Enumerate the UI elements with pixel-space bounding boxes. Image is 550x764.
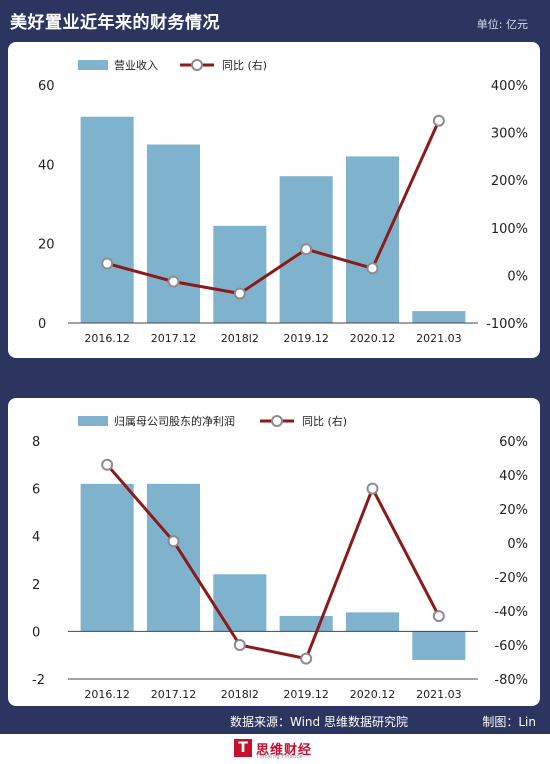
- chart2-right-tick-6: 40%: [499, 469, 528, 484]
- unit-label: 单位: 亿元: [476, 18, 528, 31]
- chart2-right-tick-3: -20%: [494, 571, 528, 586]
- chart2-x-tick-0: 2016.12: [84, 688, 130, 701]
- chart2-bar-0: [80, 483, 134, 632]
- chart2-right-tick-0: -80%: [494, 673, 528, 688]
- chart1-yoy-line: [106, 120, 441, 295]
- revenue-chart-panel: 营业收入 同比 (右) 0 20 40 60 -100% 0% 100% 200% 300% 400%…: [8, 42, 540, 358]
- net-profit-chart: 归属母公司股东的净利润 同比 (右) -2 0 2 4 6 8 -80% -60% -40% -20%…: [32, 414, 528, 701]
- chart1-right-tick-2: 100%: [491, 222, 528, 237]
- logo-sub: Thinking Finance: [256, 754, 303, 760]
- chart2-bar-2: [213, 574, 267, 632]
- chart1-right-tick-0: -100%: [486, 317, 528, 332]
- chart2-yoy-line: [106, 463, 441, 661]
- chart2-yoy-point-4: [366, 482, 379, 495]
- chart1-legend-line-marker: [191, 59, 203, 71]
- chart1-x-tick-0: 2016.12: [84, 332, 130, 345]
- chart2-yoy-point-5: [432, 610, 445, 623]
- page-title: 美好置业近年来的财务情况: [10, 13, 220, 33]
- chart1-right-tick-3: 200%: [491, 174, 528, 189]
- chart1-right-tick-1: 0%: [507, 269, 528, 284]
- chart2-bar-5: [412, 631, 466, 660]
- chart2-bar-4: [345, 612, 400, 632]
- chart1-x-tick-3: 2019.12: [283, 332, 329, 345]
- chart2-left-tick-1: 0: [32, 625, 40, 640]
- chart1-legend-line-label: 同比 (右): [222, 58, 267, 72]
- chart2-yoy-point-3: [300, 652, 313, 665]
- chart1-yoy-point-5: [432, 114, 445, 127]
- logo-name: 思维财经: [256, 743, 313, 758]
- chart2-x-tick-5: 2021.03: [416, 688, 462, 701]
- chart2-legend-line-label: 同比 (右): [302, 414, 347, 428]
- chart2-bar-3: [279, 615, 333, 632]
- chart2-yoy-point-2: [233, 639, 246, 651]
- chart2-legend-line-marker: [271, 415, 283, 427]
- logo: T 思维财经 Thinking Finance: [234, 739, 330, 761]
- chart1-legend-bar-label: 营业收入: [114, 58, 158, 72]
- chart1-yoy-point-2: [233, 287, 246, 300]
- chart1-yoy-point-1: [167, 275, 180, 288]
- chart1-x-tick-5: 2021.03: [416, 332, 462, 345]
- chart2-right-tick-7: 60%: [499, 435, 528, 450]
- chart2-right-tick-2: -40%: [494, 605, 528, 620]
- chart2-x-tick-4: 2020.12: [350, 688, 396, 701]
- chart2-left-tick-2: 2: [32, 578, 40, 593]
- chart1-right-tick-4: 300%: [491, 127, 528, 142]
- chart1-bar-4: [345, 156, 400, 323]
- chart1-yoy-point-0: [101, 257, 114, 270]
- data-source: 数据来源：Wind 思维数据研究院: [230, 715, 408, 729]
- chart1-bar-5: [412, 311, 466, 323]
- chart2-left-tick-3: 4: [32, 530, 40, 545]
- chart2-legend-bar-swatch: [78, 416, 108, 426]
- chart1-bar-1: [146, 144, 201, 323]
- header: 美好置业近年来的财务情况 单位: 亿元: [0, 0, 550, 42]
- chart2-right-tick-5: 20%: [499, 503, 528, 518]
- chart1-left-tick-0: 0: [38, 317, 46, 332]
- chart-author: 制图：Lin: [482, 715, 536, 729]
- chart1-left-tick-2: 40: [38, 158, 55, 173]
- chart2-bar-1: [146, 483, 201, 632]
- net-profit-chart-panel: 归属母公司股东的净利润 同比 (右) -2 0 2 4 6 8 -80% -60% -40% -20%…: [8, 398, 540, 706]
- bottom-bar: [0, 734, 550, 764]
- chart2-right-tick-4: 0%: [507, 537, 528, 552]
- chart1-right-tick-5: 400%: [491, 79, 528, 94]
- chart2-x-tick-2: 2018l2: [221, 688, 259, 701]
- chart2-yoy-point-1: [167, 535, 180, 548]
- chart2-left-tick-0: -2: [32, 673, 45, 688]
- logo-mark: T: [234, 739, 252, 757]
- chart1-yoy-point-4: [366, 262, 379, 275]
- chart1-bar-2: [213, 225, 267, 323]
- chart2-right-tick-1: -60%: [494, 639, 528, 654]
- chart1-x-tick-4: 2020.12: [350, 332, 396, 345]
- chart2-left-tick-4: 6: [32, 483, 40, 498]
- chart1-bar-0: [80, 116, 134, 323]
- revenue-chart: 营业收入 同比 (右) 0 20 40 60 -100% 0% 100% 200% 300% 400%…: [38, 58, 528, 345]
- chart2-x-tick-3: 2019.12: [283, 688, 329, 701]
- chart2-left-tick-5: 8: [32, 435, 40, 450]
- chart2-yoy-point-0: [101, 458, 114, 471]
- chart1-legend-bar-swatch: [78, 60, 108, 70]
- chart1-left-tick-1: 20: [38, 238, 55, 253]
- chart1-yoy-point-3: [300, 243, 313, 256]
- chart2-x-tick-1: 2017.12: [151, 688, 197, 701]
- chart2-legend-bar-label: 归属母公司股东的净利润: [114, 414, 235, 428]
- chart1-left-tick-3: 60: [38, 79, 55, 94]
- chart1-x-tick-1: 2017.12: [151, 332, 197, 345]
- chart1-x-tick-2: 2018l2: [221, 332, 259, 345]
